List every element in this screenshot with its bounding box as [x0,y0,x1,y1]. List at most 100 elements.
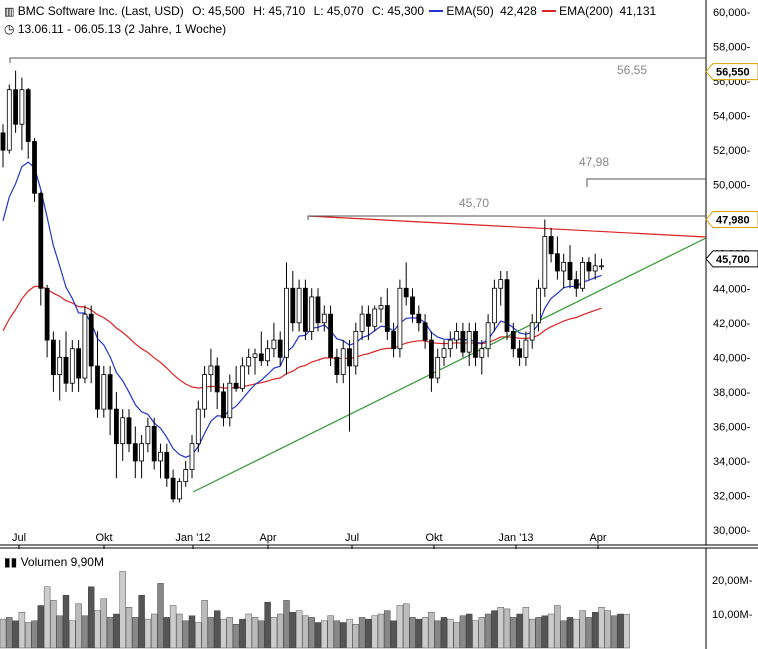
candle-body [372,308,378,327]
volume-bar [371,615,378,649]
candle-body [517,348,522,358]
volume-bar [573,618,580,649]
x-tick-label: Jan '12 [175,532,210,544]
ema200-legend-swatch [542,9,557,12]
volume-bar [56,615,63,649]
volume-bar [440,617,448,649]
volume-bar [510,617,517,649]
y-tick-label: 60,000- [713,7,751,19]
candle-body [132,443,138,462]
candle-body [38,192,44,289]
volume-bar [0,618,7,649]
y-tick-label: 40,000- [713,352,751,364]
volume-bar [598,607,605,649]
candle-body [202,374,208,410]
volume-bar [87,586,95,649]
candle-body [44,287,50,341]
candle-body [183,469,189,483]
volume-bar [201,600,208,649]
volume-bar [106,617,114,649]
volume-bar [94,610,101,649]
volume-bar [466,613,473,649]
volume-bar [6,617,13,649]
volume-bar [239,618,246,649]
volume-bar [358,617,366,649]
volume-bar [560,620,567,649]
candle-body [510,331,516,350]
candle-body [164,451,170,479]
volume-bar [459,615,467,649]
volume-bar [308,617,315,649]
low-value: L: 45,070 [313,4,364,18]
candle-body [189,443,195,470]
candle-body [328,313,334,358]
candle-body [410,296,415,315]
candle-body [76,348,81,379]
candle-body [473,331,478,358]
candle-body [573,279,579,289]
annotation-label: 45,70 [459,196,489,210]
volume-bar [270,617,278,649]
candle-body [536,287,541,324]
price-tag-label: 45,700 [716,254,750,266]
candle-body [107,374,113,410]
volume-bar [522,607,530,649]
candle-body [416,313,422,324]
volume-bar [125,607,133,649]
volume-bar [566,617,574,649]
price-tag [705,63,758,81]
candle-body [435,356,441,379]
volume-bar [12,620,19,649]
ema50-value: 42,428 [500,4,537,18]
y-tick-label: 54,000- [713,111,751,123]
candle-body [592,265,598,272]
candle-body [340,348,346,376]
candle-body [347,348,352,367]
volume-bar [421,617,429,649]
candle-body [460,331,466,353]
candle-body [441,348,447,358]
candle-body [548,236,554,255]
candle-body [561,261,567,272]
volume-bar [403,603,410,649]
clock-icon: ◷ [4,22,15,36]
candle-body [586,261,592,272]
candle-body [454,331,460,341]
candle-body [69,348,75,384]
volume-bar [415,618,422,649]
candle-body [120,417,126,445]
volume-bar [610,615,618,649]
volume-bar [195,622,202,649]
volume-bar [258,620,265,649]
candle-body [309,296,315,332]
candle-body [63,356,69,384]
ema200-line [2,285,602,389]
candle-body [284,287,289,358]
candle-body [258,353,264,362]
candle-body [397,287,403,350]
volume-bar [484,613,492,649]
volume-bar [100,598,108,649]
close-value: C: 45,300 [371,4,425,18]
candle-body [302,287,308,332]
candle-body [139,443,145,462]
volume-bar [365,618,372,649]
y-tick-label: 58,000- [713,42,751,54]
candle-body [239,365,245,389]
candle-body [6,89,12,151]
ema50-line [2,161,602,458]
volume-bar [232,624,240,649]
volume-bar [396,605,404,649]
price-tag [705,211,758,229]
volume-bar [119,571,126,649]
y-tick-label: 42,000- [713,318,751,330]
candle-body [252,353,258,358]
peak-marker-line [586,178,706,187]
y-tick-label: 34,000- [713,456,751,468]
open-value: O: 45,500 [192,4,245,18]
volume-bar [447,618,454,649]
candle-body [227,382,233,419]
candle-body [95,365,100,410]
x-tick-label: Jul [345,532,359,544]
